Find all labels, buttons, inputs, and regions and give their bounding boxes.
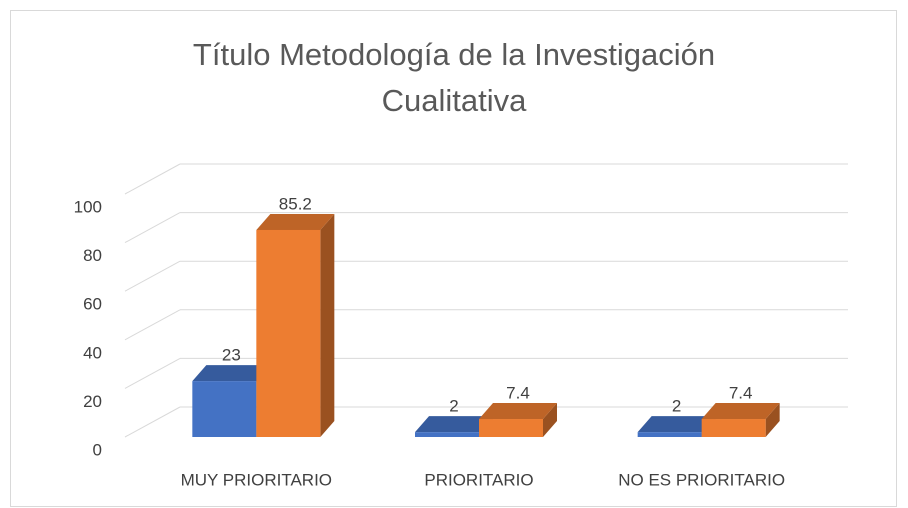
grid-line: [124, 406, 181, 438]
grid-line: [124, 260, 181, 292]
bar-side: [765, 403, 780, 437]
bar: [256, 229, 321, 437]
bar-top: [192, 365, 271, 382]
chart-title: Título Metodología de la Investigación C…: [192, 37, 716, 118]
bar-top: [479, 403, 557, 420]
data-label: 2: [672, 397, 681, 416]
bar-side: [543, 403, 557, 437]
grid-line: [124, 309, 181, 341]
x-tick-label: PRIORITARIO: [424, 470, 533, 489]
data-label: 2: [449, 397, 458, 416]
data-label: 7.4: [506, 384, 530, 403]
bar-top: [637, 416, 716, 433]
grid-line: [124, 357, 181, 389]
bar-side: [320, 213, 335, 437]
bar: [701, 419, 766, 437]
bar: [192, 381, 257, 437]
x-tick-label: MUY PRIORITARIO: [181, 470, 332, 489]
bar: [479, 419, 543, 437]
y-tick-label: 40: [83, 343, 102, 362]
y-tick-label: 0: [93, 440, 102, 459]
grid-line: [124, 163, 181, 195]
data-label: 23: [222, 346, 241, 365]
data-label: 85.2: [279, 194, 312, 213]
bar: [415, 432, 479, 437]
grid-line: [124, 212, 181, 244]
bar-top: [415, 416, 493, 433]
y-tick-label: 100: [74, 197, 102, 216]
bar-top: [256, 213, 335, 230]
x-tick-label: NO ES PRIORITARIO: [618, 470, 785, 489]
y-tick-label: 80: [83, 246, 102, 265]
bar: [637, 432, 702, 437]
y-tick-label: 60: [83, 295, 102, 314]
y-tick-label: 20: [83, 392, 102, 411]
bar-top: [701, 403, 780, 420]
data-label: 7.4: [729, 384, 753, 403]
